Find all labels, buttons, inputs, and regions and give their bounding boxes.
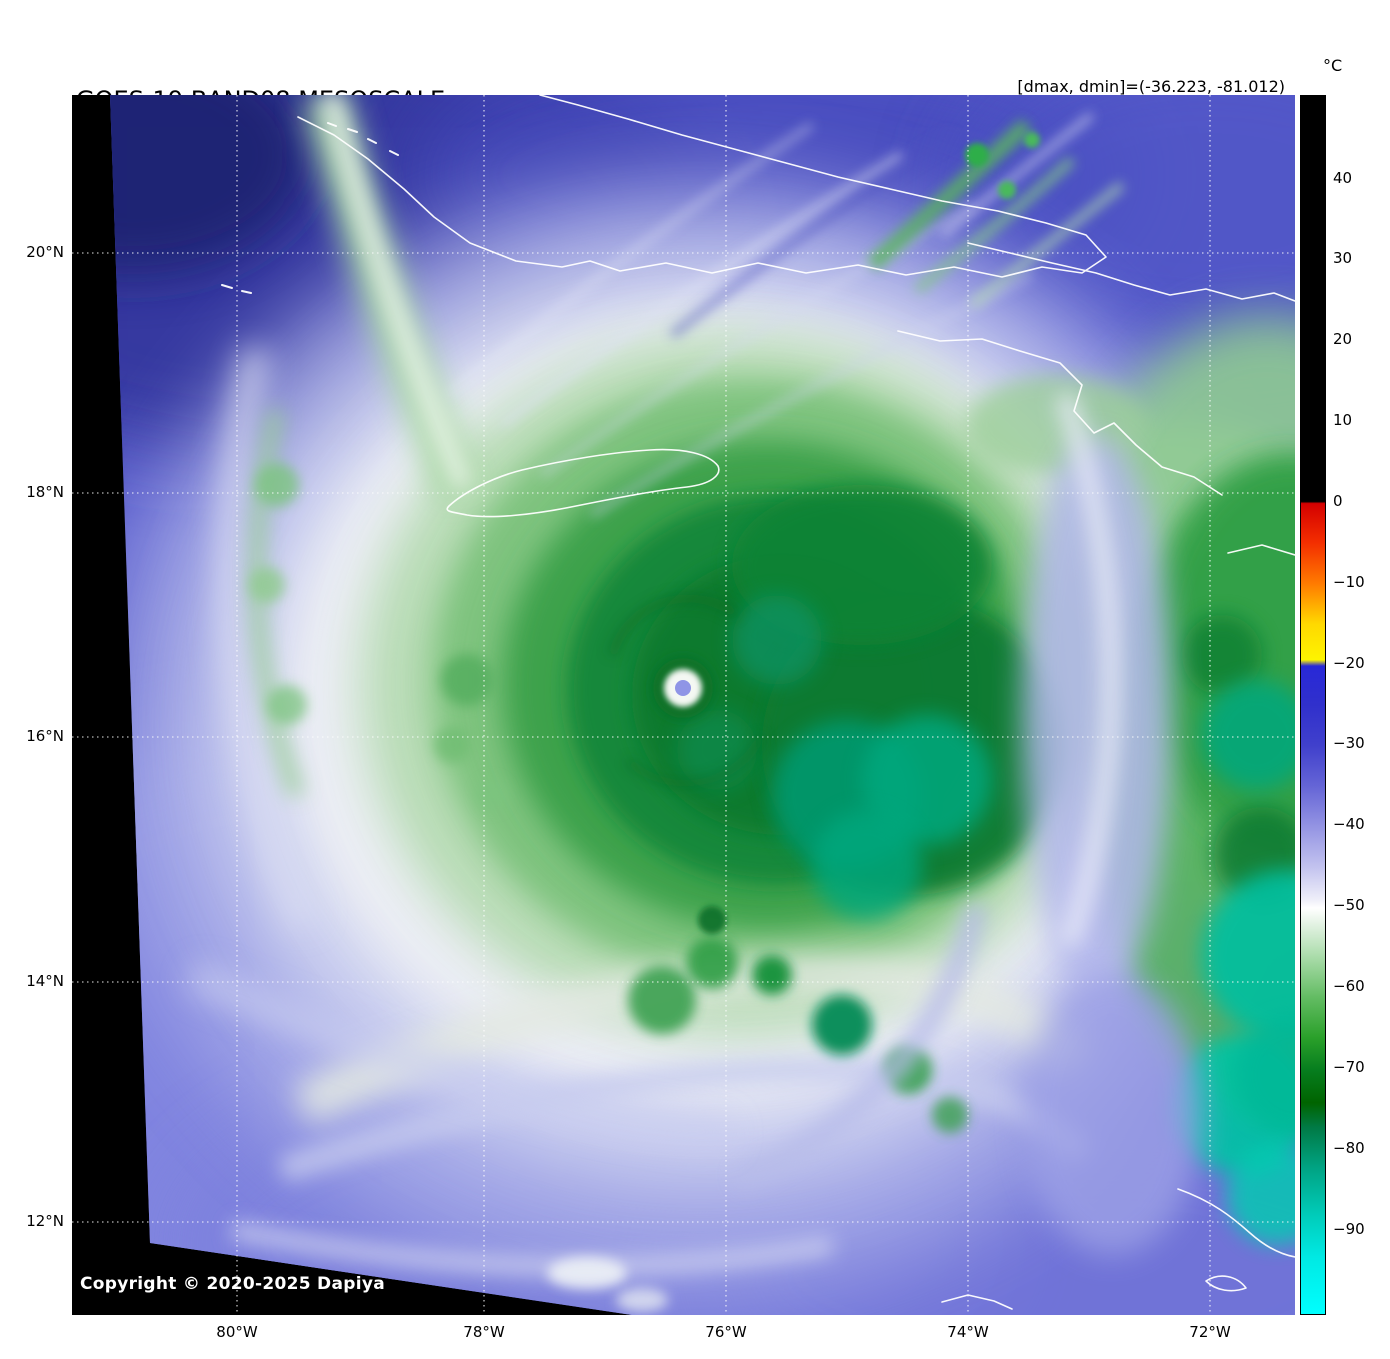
colorbar-tick-label: −40 [1333, 815, 1365, 833]
dr-south-coastline [1227, 544, 1295, 556]
lat-tick-label: 16°N [26, 727, 64, 745]
coastlines-layer [110, 95, 1295, 1310]
colorbar-tick-label: −30 [1333, 734, 1365, 752]
colorbar-tick-label: −90 [1333, 1220, 1365, 1238]
copyright-notice: Copyright © 2020-2025 Dapiya [80, 1274, 385, 1294]
hispaniola-north-coastline [967, 242, 1295, 302]
lon-tick-label: 72°W [1189, 1323, 1231, 1341]
jamaica-coastline [446, 448, 720, 518]
map-plot-area [72, 95, 1295, 1315]
colorbar-tick-label: 0 [1333, 492, 1343, 510]
data-range-readout: [dmax, dmin]=(-36.223, -81.012) [1017, 77, 1285, 96]
colorbar-tick-label: 40 [1333, 169, 1353, 187]
colorbar-tick-label: −70 [1333, 1058, 1365, 1076]
colorbar-tick-label: 30 [1333, 249, 1353, 267]
imagery-layer [110, 95, 1295, 1315]
lon-tick-label: 78°W [463, 1323, 505, 1341]
graticule-layer [72, 95, 1295, 1315]
colorbar-tick-label: −50 [1333, 896, 1365, 914]
lat-tick-label: 14°N [26, 972, 64, 990]
satellite-imagery [72, 95, 1295, 1315]
lon-tick-label: 80°W [216, 1323, 258, 1341]
lat-tick-label: 20°N [26, 243, 64, 261]
temperature-colorbar [1300, 95, 1326, 1315]
lat-tick-label: 12°N [26, 1212, 64, 1230]
lat-tick-label: 18°N [26, 483, 64, 501]
colorbar-tick-label: −10 [1333, 573, 1365, 591]
colorbar-unit-label: °C [1323, 56, 1343, 75]
colorbar-tick-label: −20 [1333, 654, 1365, 672]
colorbar-tick-label: 20 [1333, 330, 1353, 348]
lon-tick-label: 76°W [705, 1323, 747, 1341]
cays-coastline [110, 122, 399, 346]
bottom-coastline [941, 1294, 1013, 1310]
islet-coastline [1205, 1275, 1247, 1292]
haiti-coastline [897, 330, 1223, 496]
lon-tick-label: 74°W [947, 1323, 989, 1341]
south-america-coastline [1177, 1188, 1295, 1258]
cuba-coastline [297, 95, 1107, 278]
colorbar-tick-label: −80 [1333, 1139, 1365, 1157]
colorbar-tick-label: 10 [1333, 411, 1353, 429]
colorbar-tick-label: −60 [1333, 977, 1365, 995]
